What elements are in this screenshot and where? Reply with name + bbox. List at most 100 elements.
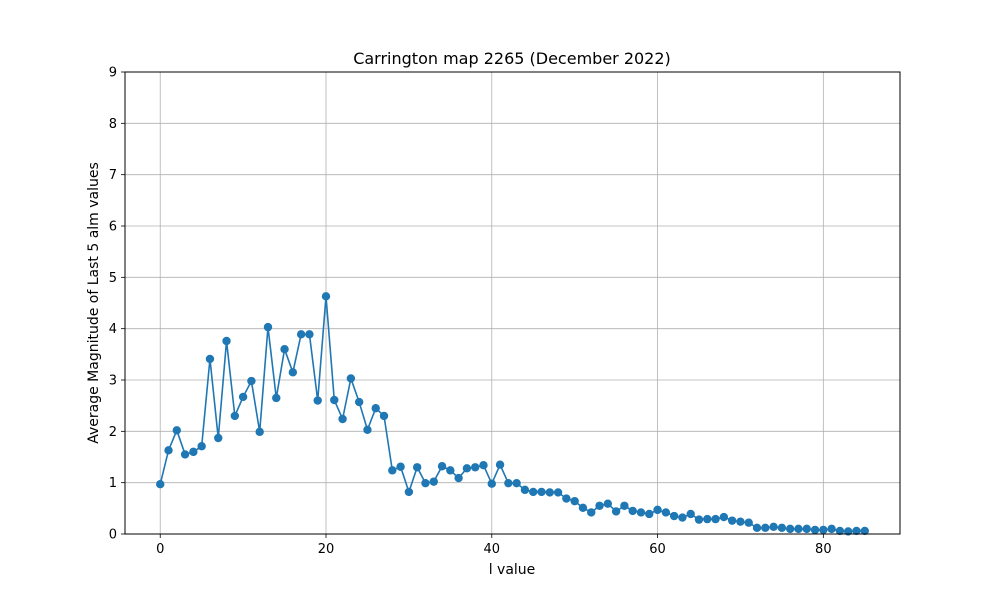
data-point — [553, 488, 563, 497]
data-point — [230, 411, 240, 421]
y-tick-label: 5 — [109, 271, 117, 286]
data-point — [736, 517, 745, 526]
data-point — [288, 368, 298, 377]
data-point — [537, 487, 546, 497]
data-point — [437, 462, 447, 471]
data-point — [529, 487, 538, 497]
data-point — [247, 376, 256, 386]
data-point — [562, 494, 571, 503]
data-point — [645, 509, 654, 519]
grid — [125, 71, 900, 535]
data-point — [446, 466, 455, 475]
data-point — [578, 503, 588, 513]
data-point — [860, 526, 869, 536]
data-point — [164, 446, 173, 455]
data-point — [785, 524, 795, 534]
data-point — [661, 508, 671, 517]
data-point — [545, 488, 554, 497]
x-axis-label: l value — [489, 562, 536, 578]
plot-frame — [124, 71, 901, 535]
data-point — [512, 478, 521, 488]
data-point — [404, 487, 414, 497]
data-point — [628, 506, 637, 516]
data-point — [727, 516, 737, 525]
y-tick-label: 2 — [109, 425, 117, 440]
data-point — [429, 477, 438, 486]
data-point — [802, 524, 811, 534]
data-point — [744, 518, 753, 527]
data-point — [272, 393, 281, 403]
data-point — [703, 514, 712, 524]
data-point — [379, 411, 389, 421]
data-point — [363, 425, 372, 434]
data-point — [371, 404, 380, 413]
data-point — [620, 501, 629, 510]
y-tick-label: 4 — [109, 322, 117, 337]
data-point — [711, 514, 720, 524]
data-point — [852, 526, 861, 536]
data-point — [761, 523, 770, 533]
data-point — [421, 478, 430, 488]
data-point — [172, 426, 181, 435]
data-point — [653, 505, 662, 515]
data-point — [827, 524, 836, 534]
data-point — [487, 479, 496, 488]
data-point — [794, 524, 803, 534]
series-line — [159, 296, 865, 533]
data-point — [769, 522, 778, 532]
data-point — [354, 397, 364, 407]
series-polyline — [159, 296, 865, 533]
data-point — [313, 396, 322, 405]
x-tick-label: 80 — [815, 542, 832, 557]
chart-title: Carrington map 2265 (December 2022) — [353, 49, 671, 68]
y-tick-label: 9 — [109, 66, 117, 81]
data-point — [205, 354, 215, 364]
data-point — [296, 330, 306, 339]
data-point — [611, 507, 621, 516]
ticks: 0 20 40 60 80 0 1 2 3 4 5 6 7 8 9 — [109, 66, 832, 558]
data-point — [752, 523, 762, 533]
data-point — [603, 499, 613, 508]
data-point — [321, 292, 331, 301]
data-point — [669, 511, 679, 521]
x-tick-label: 0 — [156, 542, 164, 557]
data-point — [694, 515, 704, 524]
data-point — [810, 525, 820, 535]
y-tick-label: 8 — [109, 117, 117, 132]
data-point — [388, 466, 397, 475]
data-point — [479, 461, 488, 470]
data-point — [238, 392, 248, 402]
data-point — [263, 322, 273, 332]
data-point — [636, 508, 646, 517]
data-point — [570, 496, 579, 506]
data-point — [412, 463, 422, 472]
data-point — [330, 395, 339, 405]
y-tick-label: 1 — [109, 476, 117, 491]
series-points — [156, 292, 869, 536]
data-point — [346, 374, 356, 383]
data-point — [819, 525, 828, 535]
data-point — [777, 523, 787, 533]
data-point — [255, 427, 264, 437]
data-point — [686, 509, 695, 519]
data-point — [495, 460, 505, 469]
data-point — [222, 336, 231, 346]
data-point — [197, 442, 206, 451]
data-point — [305, 330, 314, 339]
data-point — [678, 513, 687, 522]
y-tick-label: 7 — [109, 168, 117, 183]
data-point — [338, 414, 347, 424]
x-tick-label: 40 — [484, 542, 501, 557]
data-point — [180, 450, 190, 459]
y-tick-label: 6 — [109, 220, 117, 235]
data-point — [835, 526, 845, 536]
data-point — [462, 464, 472, 473]
data-point — [520, 485, 530, 495]
y-tick-label: 3 — [109, 374, 117, 389]
y-tick-label: 0 — [109, 528, 117, 543]
y-axis-label: Average Magnitude of Last 5 alm values — [86, 162, 102, 444]
data-point — [719, 512, 729, 522]
x-tick-label: 20 — [318, 542, 335, 557]
data-point — [396, 462, 405, 471]
data-point — [214, 433, 223, 443]
